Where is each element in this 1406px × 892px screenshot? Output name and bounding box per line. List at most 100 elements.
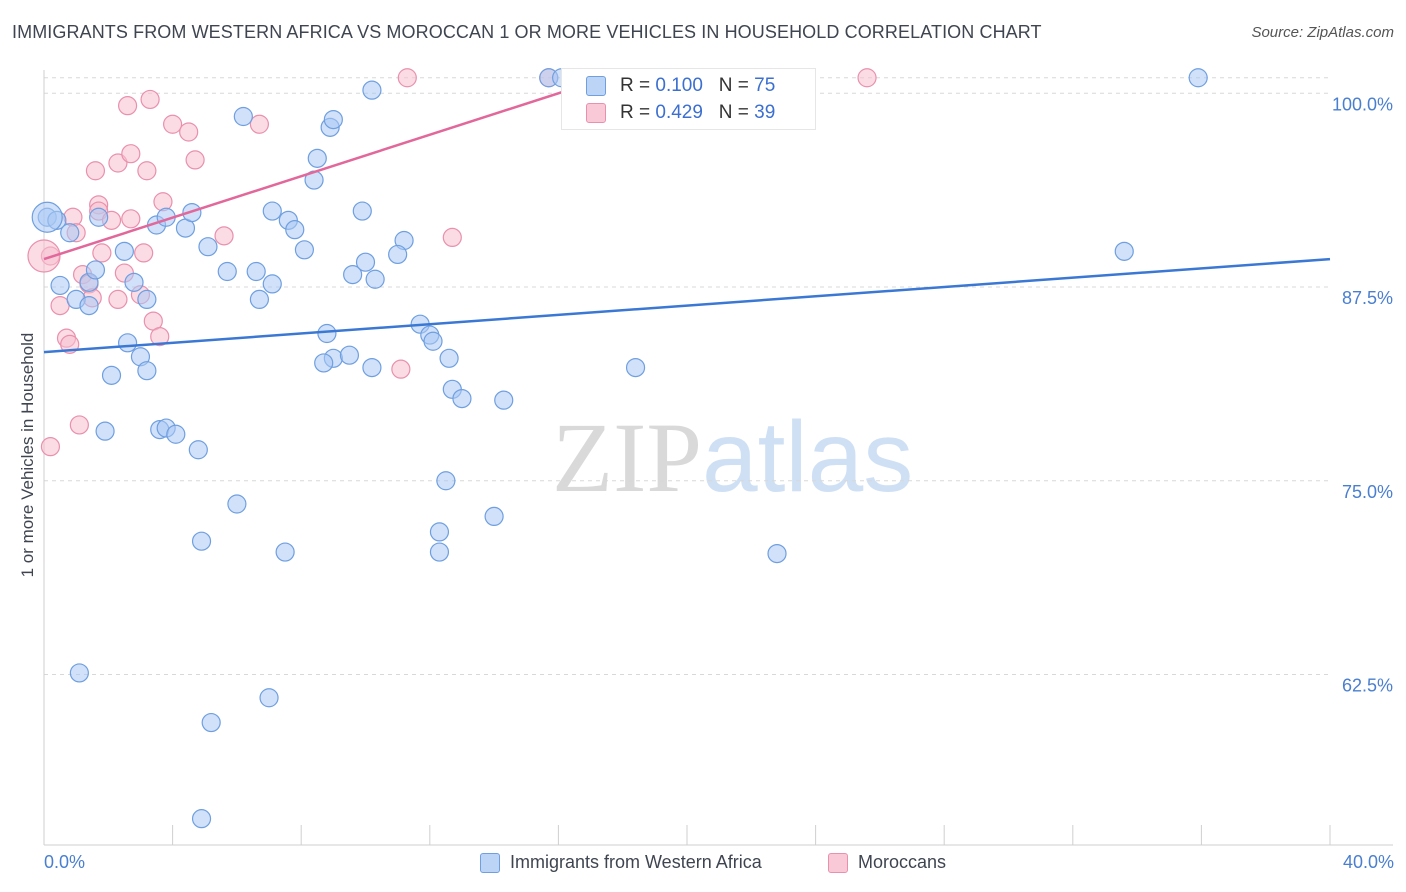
western-africa-point xyxy=(233,106,253,127)
stats-text-blue: R = 0.100 N = 75 xyxy=(620,75,775,97)
n-value-blue: 75 xyxy=(754,75,776,96)
western-africa-point xyxy=(259,688,279,708)
moroccans-point xyxy=(40,437,61,457)
moroccans-point xyxy=(50,296,70,316)
n-label: N = xyxy=(718,102,755,123)
western-africa-point xyxy=(227,494,247,514)
moroccans-point xyxy=(249,114,270,134)
x-min-label: 0.0% xyxy=(44,852,86,872)
y-tick-labels: 100.0% 87.5% 75.0% 62.5% xyxy=(1332,94,1393,695)
western-africa-point xyxy=(388,244,408,265)
legend-item-western-africa[interactable]: Immigrants from Western Africa xyxy=(480,852,762,873)
western-africa-point xyxy=(85,260,106,280)
moroccans-point xyxy=(442,227,462,247)
r-value-pink: 0.429 xyxy=(655,102,703,123)
watermark: ZIPatlas xyxy=(552,400,913,515)
western-africa-point xyxy=(1114,241,1134,261)
western-africa-point xyxy=(124,272,144,292)
western-africa-point xyxy=(323,109,343,130)
western-africa-point xyxy=(60,223,80,243)
western-africa-point xyxy=(191,531,212,551)
chart-title: IMMIGRANTS FROM WESTERN AFRICA VS MOROCC… xyxy=(12,22,1042,42)
western-africa-point xyxy=(362,80,382,100)
moroccans-point xyxy=(85,161,106,181)
western-africa-point xyxy=(285,220,305,240)
western-africa-point xyxy=(95,421,115,441)
moroccans-point xyxy=(63,207,83,227)
moroccans-point xyxy=(108,153,128,173)
source-credit: Source: ZipAtlas.com xyxy=(1251,24,1394,41)
western-africa-point xyxy=(452,389,472,409)
stats-text-pink: R = 0.429 N = 39 xyxy=(620,102,775,124)
trendline-western-africa xyxy=(43,257,1331,354)
western-africa-point xyxy=(246,261,266,282)
r-label: R = xyxy=(620,102,656,123)
western-africa-point-large xyxy=(31,201,63,233)
moroccans-point xyxy=(92,243,112,263)
watermark-atlas: atlas xyxy=(702,401,914,513)
western-africa-point xyxy=(201,712,221,733)
western-africa-point xyxy=(339,345,360,365)
moroccans-point xyxy=(134,243,154,263)
bottom-legend: Immigrants from Western Africa Moroccans xyxy=(0,850,1406,880)
trendline-moroccans xyxy=(43,76,608,261)
western-africa-point xyxy=(429,542,450,562)
western-africa-point xyxy=(625,358,646,378)
moroccans-point xyxy=(69,415,89,435)
western-africa-point xyxy=(484,506,504,527)
western-africa-point xyxy=(317,323,337,344)
pink-swatch xyxy=(586,103,606,123)
moroccans-point xyxy=(179,122,199,142)
western-africa-point xyxy=(137,361,157,381)
moroccans-point xyxy=(108,289,128,309)
moroccans-point-large xyxy=(27,239,61,273)
moroccans-point xyxy=(150,327,170,347)
blue-swatch xyxy=(586,76,606,96)
western-africa-point xyxy=(191,809,212,829)
western-africa-point xyxy=(352,201,372,221)
western-africa-point xyxy=(365,269,385,289)
western-africa-point xyxy=(439,348,459,368)
western-africa-points xyxy=(31,68,1208,829)
western-africa-point xyxy=(262,201,282,221)
western-africa-point xyxy=(1188,68,1208,88)
moroccans-point xyxy=(153,192,173,212)
western-africa-point xyxy=(217,261,237,282)
western-africa-point xyxy=(423,331,443,351)
western-africa-point xyxy=(355,252,376,272)
legend-swatch-blue xyxy=(480,852,500,873)
western-africa-point xyxy=(79,296,99,316)
x-max-label: 40.0% xyxy=(1342,852,1394,872)
moroccans-point xyxy=(140,89,160,110)
moroccans-point xyxy=(121,144,141,164)
axis-layer xyxy=(43,70,1393,846)
moroccans-point xyxy=(137,161,157,181)
moroccans-point xyxy=(185,150,205,170)
western-africa-point xyxy=(114,241,134,261)
western-africa-point xyxy=(343,265,363,285)
western-africa-point xyxy=(249,289,270,309)
moroccans-point xyxy=(391,359,411,379)
western-africa-point xyxy=(307,148,327,168)
n-value-pink: 39 xyxy=(754,102,776,123)
western-africa-point xyxy=(294,240,315,260)
moroccans-point xyxy=(214,226,234,246)
y-tick-label: 100.0% xyxy=(1332,94,1393,114)
western-africa-point xyxy=(436,471,456,491)
western-africa-point xyxy=(494,390,514,410)
r-label: R = xyxy=(620,75,656,96)
r-value-blue: 0.100 xyxy=(655,75,703,96)
legend-label-moroccans: Moroccans xyxy=(858,852,947,872)
moroccans-point xyxy=(163,114,183,134)
watermark-zip: ZIP xyxy=(552,402,702,513)
y-tick-label: 87.5% xyxy=(1342,288,1393,308)
legend-item-moroccans[interactable]: Moroccans xyxy=(828,852,946,873)
western-africa-point xyxy=(767,543,787,564)
legend-label-western-africa: Immigrants from Western Africa xyxy=(510,852,762,872)
western-africa-point xyxy=(166,424,186,444)
western-africa-point xyxy=(198,237,218,257)
western-africa-point xyxy=(89,207,109,227)
western-africa-point xyxy=(117,333,138,353)
moroccans-point xyxy=(121,209,141,229)
moroccans-point xyxy=(117,96,138,116)
